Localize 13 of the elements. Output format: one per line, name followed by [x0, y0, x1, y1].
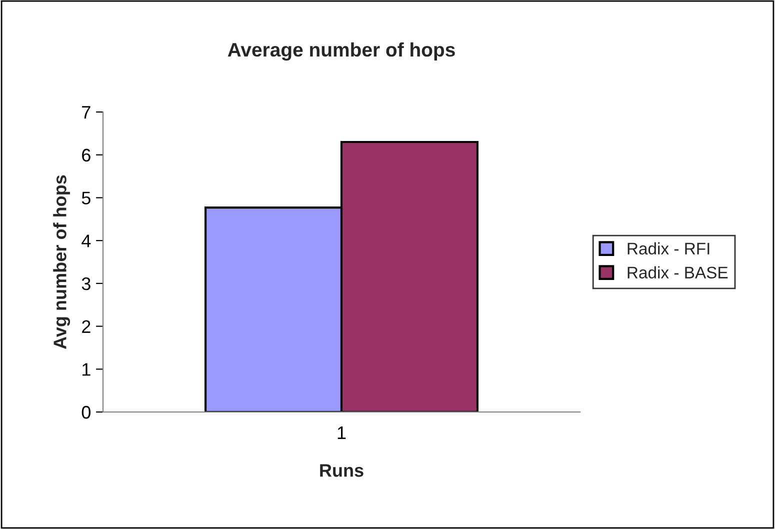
y-tick-label: 4	[82, 234, 91, 248]
y-tick-label: 2	[82, 320, 90, 333]
y-tick-label: 1	[82, 363, 90, 376]
y-tick-label: 5	[82, 192, 90, 204]
y-tick-label: 6	[82, 148, 90, 162]
legend-label: Radix - BASE	[628, 266, 728, 278]
y-tick-label: 0	[82, 406, 90, 419]
y-tick-label: 7	[82, 106, 90, 119]
y-tick-label: 3	[82, 277, 90, 290]
x-axis-title: Runs	[320, 464, 364, 477]
legend-label: Radix - RFI	[628, 242, 710, 255]
chart-title: Average number of hops	[228, 42, 455, 61]
y-axis-title: Avg number of hops	[53, 175, 70, 349]
